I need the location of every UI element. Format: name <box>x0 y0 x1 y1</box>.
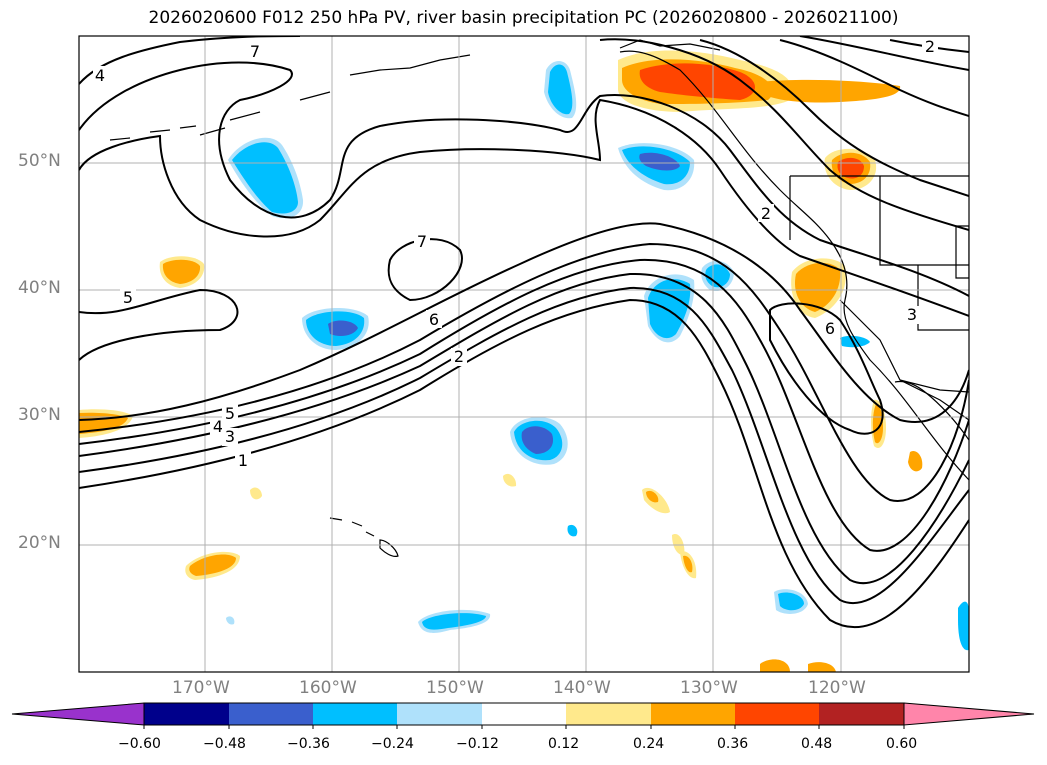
colorbar-extend-low <box>11 702 145 726</box>
lon-label: 150°W <box>426 678 484 698</box>
coastlines <box>109 39 969 557</box>
colorbar-tick-label: 0.48 <box>801 736 833 752</box>
contour-label: 6 <box>429 310 439 329</box>
contour-label: 6 <box>825 319 835 338</box>
lat-label: 50°N <box>18 151 61 171</box>
lon-label: 170°W <box>172 678 230 698</box>
colorbar-tick-label: −0.48 <box>203 736 246 752</box>
colorbar-tick-label: −0.24 <box>371 736 414 752</box>
colorbar-tick-label: −0.12 <box>456 736 499 752</box>
colorbar-tick-label: 0.36 <box>717 736 749 752</box>
contour-label: 1 <box>238 451 248 470</box>
colorbar-tick-label: 0.60 <box>886 736 918 752</box>
contour-label: 2 <box>761 204 771 223</box>
lat-label: 30°N <box>18 405 61 425</box>
contour-label: 7 <box>417 232 427 251</box>
colorbar-tick-label: −0.36 <box>287 736 330 752</box>
contour-label: 3 <box>225 427 235 446</box>
lon-label: 120°W <box>808 678 866 698</box>
pv-contours <box>79 36 969 628</box>
precip-negative-areas <box>226 61 969 651</box>
contour-label: 4 <box>95 66 105 85</box>
colorbar-tick-label: 0.24 <box>633 736 665 752</box>
contour-label: 2 <box>925 37 935 56</box>
contour-label: 7 <box>250 42 260 61</box>
lat-label: 20°N <box>18 533 61 553</box>
figure-title: 2026020600 F012 250 hPa PV, river basin … <box>148 8 899 28</box>
contour-label: 5 <box>123 288 133 307</box>
lon-label: 160°W <box>299 678 357 698</box>
lat-label: 40°N <box>18 278 61 298</box>
contour-label: 5 <box>225 404 235 423</box>
contour-label: 4 <box>213 417 223 436</box>
map-frame <box>78 35 970 673</box>
contour-label: 2 <box>454 347 464 366</box>
precip-positive-areas <box>79 50 923 672</box>
colorbar-tick-label: −0.60 <box>118 736 161 752</box>
contour-label: 3 <box>907 305 917 324</box>
lon-label: 130°W <box>680 678 738 698</box>
colorbar-tick-label: 0.12 <box>548 736 580 752</box>
lon-label: 140°W <box>553 678 611 698</box>
colorbar-extend-high <box>903 702 1035 726</box>
colorbar <box>11 702 1035 729</box>
